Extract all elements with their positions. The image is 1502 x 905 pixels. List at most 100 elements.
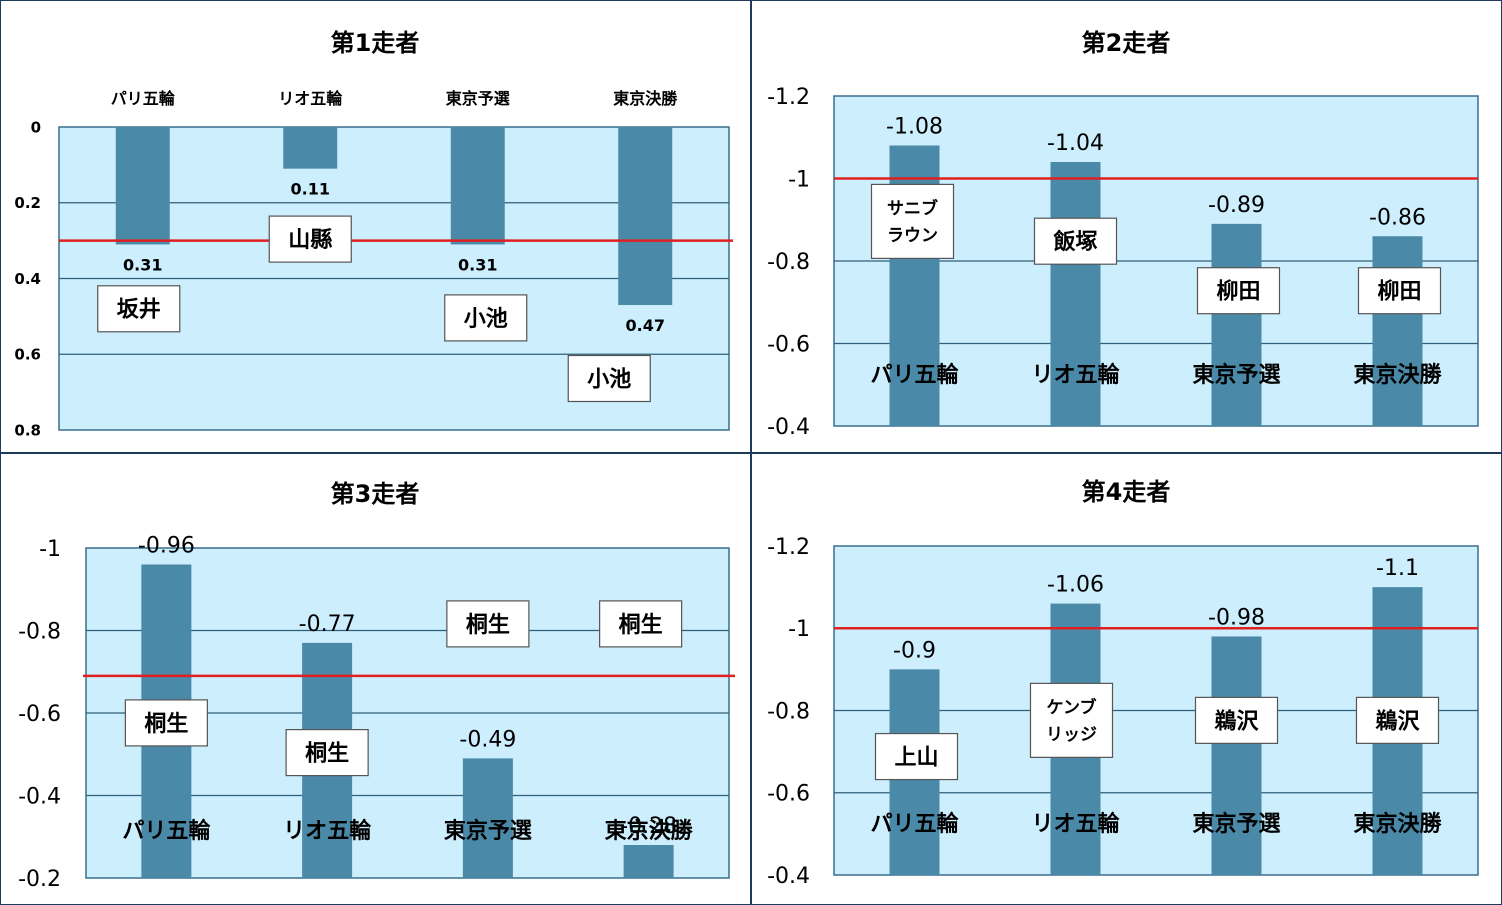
category-label: パリ五輪 [122, 818, 211, 844]
chart-panel-runner-2: 第2走者 -1.2 -1 -0.8 -0.6 -0.4 パリ五輪 リオ五輪 東京予選 東京決勝 -1… [751, 0, 1502, 453]
y-tick-label: 0 [31, 118, 41, 136]
data-label: -1.1 [1376, 556, 1419, 581]
data-label: -0.96 [138, 534, 195, 559]
runner-name: 桐生 [466, 613, 510, 638]
bar-3 [1211, 636, 1262, 875]
runner-label-box [1033, 217, 1118, 265]
chart-runner-2: 第2走者 -1.2 -1 -0.8 -0.6 -0.4 パリ五輪 リオ五輪 東京予選 東京決勝 -1… [767, 29, 1479, 440]
category-label: 東京決勝 [605, 818, 694, 844]
data-label: 0.31 [123, 255, 162, 274]
data-label: 0.47 [626, 316, 665, 335]
runner-label-box [124, 699, 208, 747]
runner-label-2: 桐生 [285, 729, 369, 777]
category-label: パリ五輪 [870, 362, 959, 388]
runner-label-box [1196, 267, 1281, 315]
runner-name: リッジ [1046, 725, 1097, 745]
runner-label-3: 柳田 [1196, 267, 1281, 315]
bar-3 [462, 758, 513, 878]
data-label: 0.31 [458, 255, 497, 274]
chart-title: 第2走者 [1082, 29, 1171, 57]
runner-name: 桐生 [305, 742, 349, 767]
runner-label-box [444, 294, 528, 342]
y-tick-label: -0.8 [18, 619, 61, 644]
runner-label-box [1029, 682, 1114, 758]
chart-runner-3: 第3走者 -1 -0.8 -0.6 -0.4 -0.2 パリ五輪 リオ五輪 東京予選 東京決勝 -0… [18, 480, 735, 892]
chart-title: 第3走者 [331, 480, 420, 508]
bar-1 [115, 127, 170, 245]
runner-label-2: 山縣 [268, 215, 352, 263]
data-label: -1.06 [1047, 573, 1104, 598]
chart-title: 第1走者 [331, 29, 420, 57]
y-tick-label: -0.8 [767, 250, 810, 275]
bar-4 [1372, 236, 1423, 426]
category-label: 東京決勝 [613, 89, 678, 108]
runner-name: ラウン [887, 226, 938, 246]
y-tick-label: -0.6 [767, 332, 810, 357]
runner-name: サニブ [887, 198, 938, 219]
runner-name: 鵜沢 [1374, 708, 1420, 734]
y-tick-label: 0.2 [14, 194, 41, 212]
data-label: -0.98 [1208, 605, 1265, 630]
runner-name: 上山 [894, 745, 938, 770]
runner-label-box [97, 285, 181, 333]
runner-label-box [446, 600, 530, 648]
bar-3 [450, 127, 505, 245]
runner-label-box [874, 732, 959, 781]
runner-label-2: 飯塚 [1033, 217, 1118, 265]
runner-label-3: 鵜沢 [1194, 696, 1279, 744]
y-tick-label: -1.2 [767, 85, 810, 110]
runner-label-box [268, 215, 352, 263]
chart-panel-runner-1: 第1走者 0 0.2 0.4 0.6 0.8 パリ五輪 リオ五輪 東京予選 東京決勝 0.31 0.1… [0, 0, 751, 453]
data-label: -0.86 [1369, 205, 1426, 230]
runner-name: 鵜沢 [1213, 708, 1259, 734]
y-tick-label: -0.6 [767, 782, 810, 807]
category-label: 東京予選 [444, 818, 532, 844]
chart-panel-runner-4: 第4走者 -1.2 -1 -0.8 -0.6 -0.4 パリ五輪 リオ五輪 東京予選 東京決勝 -0… [751, 453, 1502, 905]
data-label: -0.9 [893, 638, 936, 663]
runner-label-4: 柳田 [1357, 267, 1442, 315]
bar-2 [283, 127, 338, 169]
data-label: -0.89 [1208, 193, 1265, 218]
bar-3 [1211, 223, 1262, 426]
runner-name: 桐生 [144, 712, 188, 737]
category-label: 東京決勝 [1353, 362, 1442, 388]
runner-label-box [1194, 696, 1279, 744]
runner-label-1: 坂井 [97, 285, 181, 333]
category-label: リオ五輪 [1031, 811, 1120, 837]
category-label: 東京予選 [1192, 362, 1280, 388]
category-label: 東京決勝 [1353, 811, 1442, 837]
y-tick-label: -0.2 [18, 867, 61, 892]
category-label: リオ五輪 [278, 89, 343, 108]
chart-title: 第4走者 [1082, 478, 1171, 506]
y-tick-label: 0.4 [14, 270, 41, 288]
runner-label-box [1355, 696, 1440, 744]
runner-name: 小池 [464, 307, 508, 332]
data-label: -1.08 [886, 115, 943, 140]
y-tick-label: -0.4 [767, 864, 810, 889]
bar-2 [1050, 162, 1101, 426]
runner-name: 飯塚 [1052, 229, 1097, 255]
data-label: -0.77 [299, 612, 356, 637]
y-tick-label: -0.8 [767, 699, 810, 724]
y-tick-label: -0.4 [767, 415, 810, 440]
y-tick-label: -1 [788, 617, 810, 642]
runner-label-box [599, 600, 683, 648]
y-tick-label: 0.6 [14, 346, 41, 364]
runner-name: 桐生 [619, 613, 663, 638]
category-label: 東京予選 [446, 89, 510, 108]
bar-4 [623, 845, 674, 878]
runner-label-box [1357, 267, 1442, 315]
runner-label-4: 小池 [567, 354, 651, 403]
runner-label-4: 鵜沢 [1355, 696, 1440, 744]
category-label: リオ五輪 [283, 818, 372, 844]
category-label: パリ五輪 [870, 811, 959, 837]
runner-name: ケンブ [1047, 697, 1097, 718]
category-label: リオ五輪 [1031, 362, 1120, 388]
runner-label-box [285, 729, 369, 777]
bar-4 [618, 127, 673, 306]
chart-runner-4: 第4走者 -1.2 -1 -0.8 -0.6 -0.4 パリ五輪 リオ五輪 東京予選 東京決勝 -0… [767, 478, 1479, 889]
y-tick-label: -0.6 [18, 702, 61, 727]
y-tick-label: -0.4 [18, 784, 61, 809]
y-tick-label: -1 [39, 537, 61, 562]
